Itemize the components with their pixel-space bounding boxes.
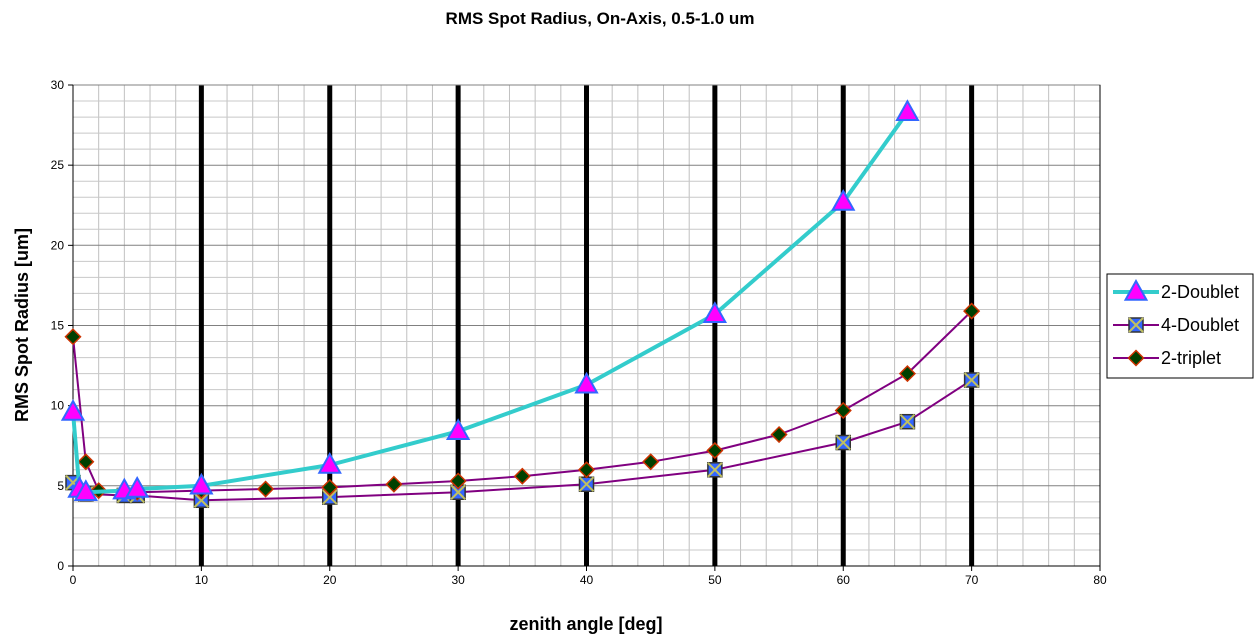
- data-point: [963, 372, 980, 388]
- data-point: [450, 484, 466, 500]
- data-point: [899, 413, 916, 430]
- y-axis-title: RMS Spot Radius [um]: [12, 228, 32, 422]
- legend-item: 2-triplet: [1113, 348, 1221, 368]
- series-2-doublet: [60, 99, 920, 501]
- data-point: [835, 434, 851, 451]
- data-point: [385, 475, 403, 493]
- data-point: [578, 476, 595, 492]
- data-point: [449, 472, 467, 490]
- legend-item: 4-Doublet: [1113, 315, 1239, 335]
- data-point: [770, 425, 788, 444]
- legend-item: 2-Doublet: [1113, 278, 1239, 302]
- legend-label: 2-triplet: [1161, 348, 1221, 368]
- legend-swatch-marker: [1127, 349, 1145, 367]
- data-point: [574, 371, 599, 394]
- y-tick-label: 5: [57, 479, 64, 493]
- x-tick-label: 20: [323, 573, 337, 587]
- y-tick-label: 15: [51, 319, 65, 333]
- y-tick-label: 25: [51, 158, 65, 172]
- chart-title: RMS Spot Radius, On-Axis, 0.5-1.0 um: [446, 9, 755, 28]
- x-tick-label: 80: [1093, 573, 1107, 587]
- data-point: [706, 441, 724, 460]
- data-point: [642, 453, 660, 471]
- data-point: [73, 479, 98, 501]
- x-tick-label: 60: [837, 573, 851, 587]
- data-point: [322, 489, 338, 505]
- y-tick-label: 20: [51, 238, 65, 252]
- data-point: [831, 188, 856, 211]
- data-point: [64, 328, 82, 346]
- y-tick-label: 10: [51, 399, 65, 413]
- x-tick-label: 10: [195, 573, 209, 587]
- x-tick-label: 40: [580, 573, 594, 587]
- data-point: [707, 462, 723, 478]
- legend-label: 4-Doublet: [1161, 315, 1239, 335]
- data-point: [577, 461, 596, 479]
- data-point: [189, 472, 214, 495]
- legend: 2-Doublet 4-Doublet 2-triplet: [1106, 273, 1254, 379]
- data-point: [321, 478, 339, 496]
- data-point: [77, 453, 95, 471]
- y-tick-label: 0: [57, 559, 64, 573]
- data-point: [317, 451, 342, 474]
- legend-swatch-marker: [1128, 317, 1144, 333]
- data-point: [60, 399, 86, 421]
- x-tick-label: 0: [70, 573, 77, 587]
- data-point: [895, 99, 920, 121]
- legend-swatch-marker: [1123, 278, 1149, 301]
- x-tick-label: 50: [708, 573, 722, 587]
- data-point: [702, 301, 728, 323]
- x-axis-title: zenith angle [deg]: [510, 614, 663, 634]
- data-point: [898, 365, 916, 383]
- legend-label: 2-Doublet: [1161, 282, 1239, 302]
- data-point: [257, 480, 275, 498]
- data-point: [445, 418, 471, 441]
- data-point: [125, 475, 150, 498]
- data-point: [963, 302, 981, 320]
- x-tick-label: 70: [965, 573, 979, 587]
- data-point: [513, 467, 531, 485]
- x-tick-label: 30: [451, 573, 465, 587]
- y-tick-label: 30: [51, 78, 65, 92]
- data-point: [834, 401, 852, 420]
